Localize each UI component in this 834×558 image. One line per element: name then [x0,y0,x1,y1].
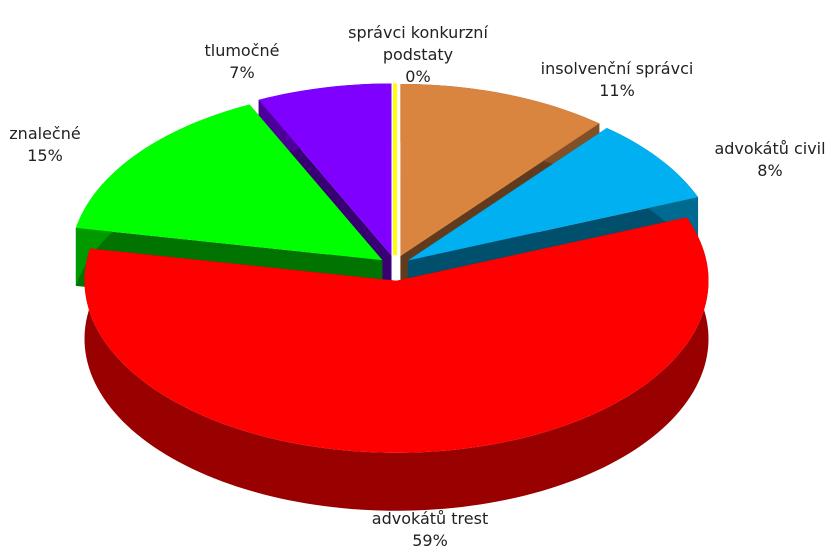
slice-label: advokátů trest 59% [330,508,530,552]
slice [400,83,600,256]
category-label: insolvenční správci [540,59,694,78]
value-label: 11% [599,81,635,100]
value-label: 59% [412,531,448,550]
slice-label: tlumočné 7% [142,40,342,84]
slice [407,127,699,261]
category-label: advokátů trest [371,509,489,528]
slice [84,217,709,453]
slice-label: advokátů civil 8% [670,138,834,182]
value-label: 8% [757,161,783,180]
value-label: 15% [27,146,63,165]
value-label: 0% [405,67,431,86]
slice [258,83,392,256]
slice [75,104,383,261]
slice-side [84,217,709,511]
category-label: advokátů civil [714,139,826,158]
category-label: tlumočné [204,41,280,60]
value-label: 7% [229,63,255,82]
category-label: znalečné [9,124,81,143]
category-label: správci konkurzní podstaty [348,23,488,64]
slice-label: znalečné 15% [0,123,145,167]
slice-label: správci konkurzní podstaty 0% [333,22,503,88]
slice-label: insolvenční správci 11% [517,58,717,102]
